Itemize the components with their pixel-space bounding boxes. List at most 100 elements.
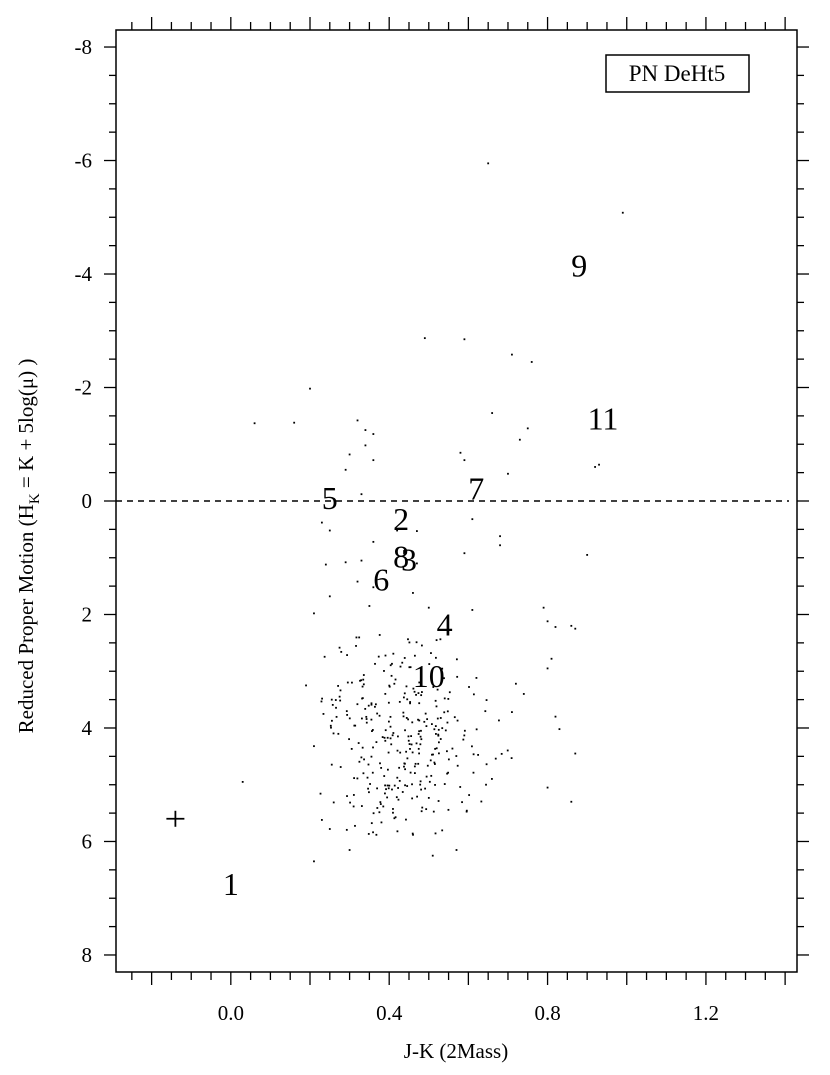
cluster-point bbox=[428, 663, 431, 665]
cluster-point bbox=[330, 726, 332, 729]
cluster-point bbox=[406, 785, 409, 787]
cluster-point bbox=[432, 810, 435, 813]
cluster-point bbox=[410, 735, 413, 737]
cluster-point bbox=[354, 824, 356, 827]
y-tick-label: -6 bbox=[75, 149, 93, 173]
cluster-point bbox=[359, 679, 361, 682]
cluster-point bbox=[345, 710, 348, 713]
cluster-point bbox=[335, 706, 337, 709]
cluster-point bbox=[413, 772, 416, 775]
field-star-point bbox=[305, 684, 307, 687]
cluster-point bbox=[397, 787, 399, 789]
cluster-point bbox=[417, 747, 420, 750]
field-star-point bbox=[554, 715, 557, 718]
field-star-point bbox=[360, 493, 363, 496]
cluster-point bbox=[337, 732, 340, 735]
cluster-point bbox=[330, 763, 333, 766]
field-star-point bbox=[522, 693, 525, 695]
cluster-point bbox=[409, 747, 411, 750]
field-star-point bbox=[241, 780, 244, 783]
field-star-point bbox=[416, 562, 418, 565]
field-star-point bbox=[309, 387, 311, 390]
cluster-point bbox=[322, 713, 325, 715]
cluster-point bbox=[345, 828, 348, 831]
cluster-point bbox=[436, 717, 439, 720]
cluster-point bbox=[370, 703, 373, 706]
cluster-point bbox=[446, 772, 449, 775]
field-star-point bbox=[550, 657, 553, 660]
cluster-point bbox=[435, 747, 438, 750]
cluster-point bbox=[361, 697, 363, 700]
cluster-point bbox=[461, 801, 463, 804]
field-star-point bbox=[586, 554, 589, 556]
cluster-point bbox=[393, 784, 396, 787]
cluster-point bbox=[405, 750, 408, 753]
field-star-point bbox=[320, 521, 323, 524]
cluster-point bbox=[433, 728, 436, 731]
point-label-1: 1 bbox=[223, 866, 239, 902]
cluster-point bbox=[396, 830, 399, 833]
field-star-point bbox=[344, 561, 347, 564]
field-star-point bbox=[372, 433, 375, 435]
cluster-point bbox=[424, 787, 427, 790]
cluster-point bbox=[471, 745, 473, 748]
cluster-point bbox=[346, 714, 349, 716]
cluster-point bbox=[398, 700, 401, 703]
cluster-point bbox=[434, 699, 437, 702]
cluster-point bbox=[426, 718, 429, 721]
cluster-point bbox=[438, 741, 440, 744]
cluster-point bbox=[368, 791, 370, 794]
cluster-point bbox=[405, 818, 407, 821]
field-star-point bbox=[546, 620, 549, 623]
cluster-point bbox=[384, 692, 387, 695]
field-star-point bbox=[328, 828, 331, 830]
cluster-point bbox=[338, 695, 341, 698]
x-tick-label: 0.4 bbox=[376, 1001, 403, 1025]
cluster-point bbox=[401, 791, 404, 793]
point-label-6: 6 bbox=[373, 561, 389, 597]
y-tick-label: 0 bbox=[82, 489, 93, 513]
cluster-point bbox=[434, 747, 437, 750]
cluster-point bbox=[437, 734, 440, 737]
cluster-point bbox=[437, 733, 440, 736]
field-star-point bbox=[530, 361, 533, 363]
cluster-point bbox=[393, 682, 396, 685]
cluster-point bbox=[418, 752, 420, 755]
cluster-point bbox=[378, 714, 381, 717]
cluster-point bbox=[385, 788, 387, 791]
cluster-point bbox=[361, 746, 364, 749]
cluster-point bbox=[429, 759, 432, 762]
legend-box: PN DeHt5 bbox=[605, 54, 750, 93]
cluster-point bbox=[443, 677, 445, 680]
cluster-point bbox=[369, 783, 371, 785]
cluster-point bbox=[367, 787, 369, 790]
point-label-9: 9 bbox=[571, 248, 587, 284]
field-star-point bbox=[570, 624, 573, 627]
cluster-point bbox=[415, 641, 418, 644]
cluster-point bbox=[407, 718, 410, 721]
cluster-point bbox=[475, 677, 478, 679]
cluster-point bbox=[446, 750, 448, 753]
cluster-point bbox=[425, 808, 428, 811]
cluster-point bbox=[351, 681, 353, 684]
cluster-point bbox=[372, 831, 374, 834]
field-star-point bbox=[546, 786, 549, 789]
cluster-point bbox=[383, 670, 385, 672]
cluster-point bbox=[433, 761, 436, 764]
cluster-point bbox=[370, 822, 373, 825]
field-star-point bbox=[574, 752, 577, 755]
cluster-point bbox=[432, 753, 434, 756]
field-star-point bbox=[360, 559, 363, 562]
field-star-point bbox=[455, 849, 458, 851]
y-tick-label: 6 bbox=[82, 829, 93, 853]
cluster-point bbox=[441, 667, 444, 670]
cluster-point bbox=[443, 697, 446, 700]
cluster-point bbox=[392, 811, 394, 814]
cluster-point bbox=[434, 725, 437, 727]
cluster-point bbox=[472, 771, 475, 774]
cluster-point bbox=[438, 752, 440, 755]
y-tick-label: -8 bbox=[75, 35, 93, 59]
cluster-point bbox=[477, 753, 480, 756]
field-star-point bbox=[412, 592, 414, 594]
cluster-point bbox=[465, 809, 468, 812]
